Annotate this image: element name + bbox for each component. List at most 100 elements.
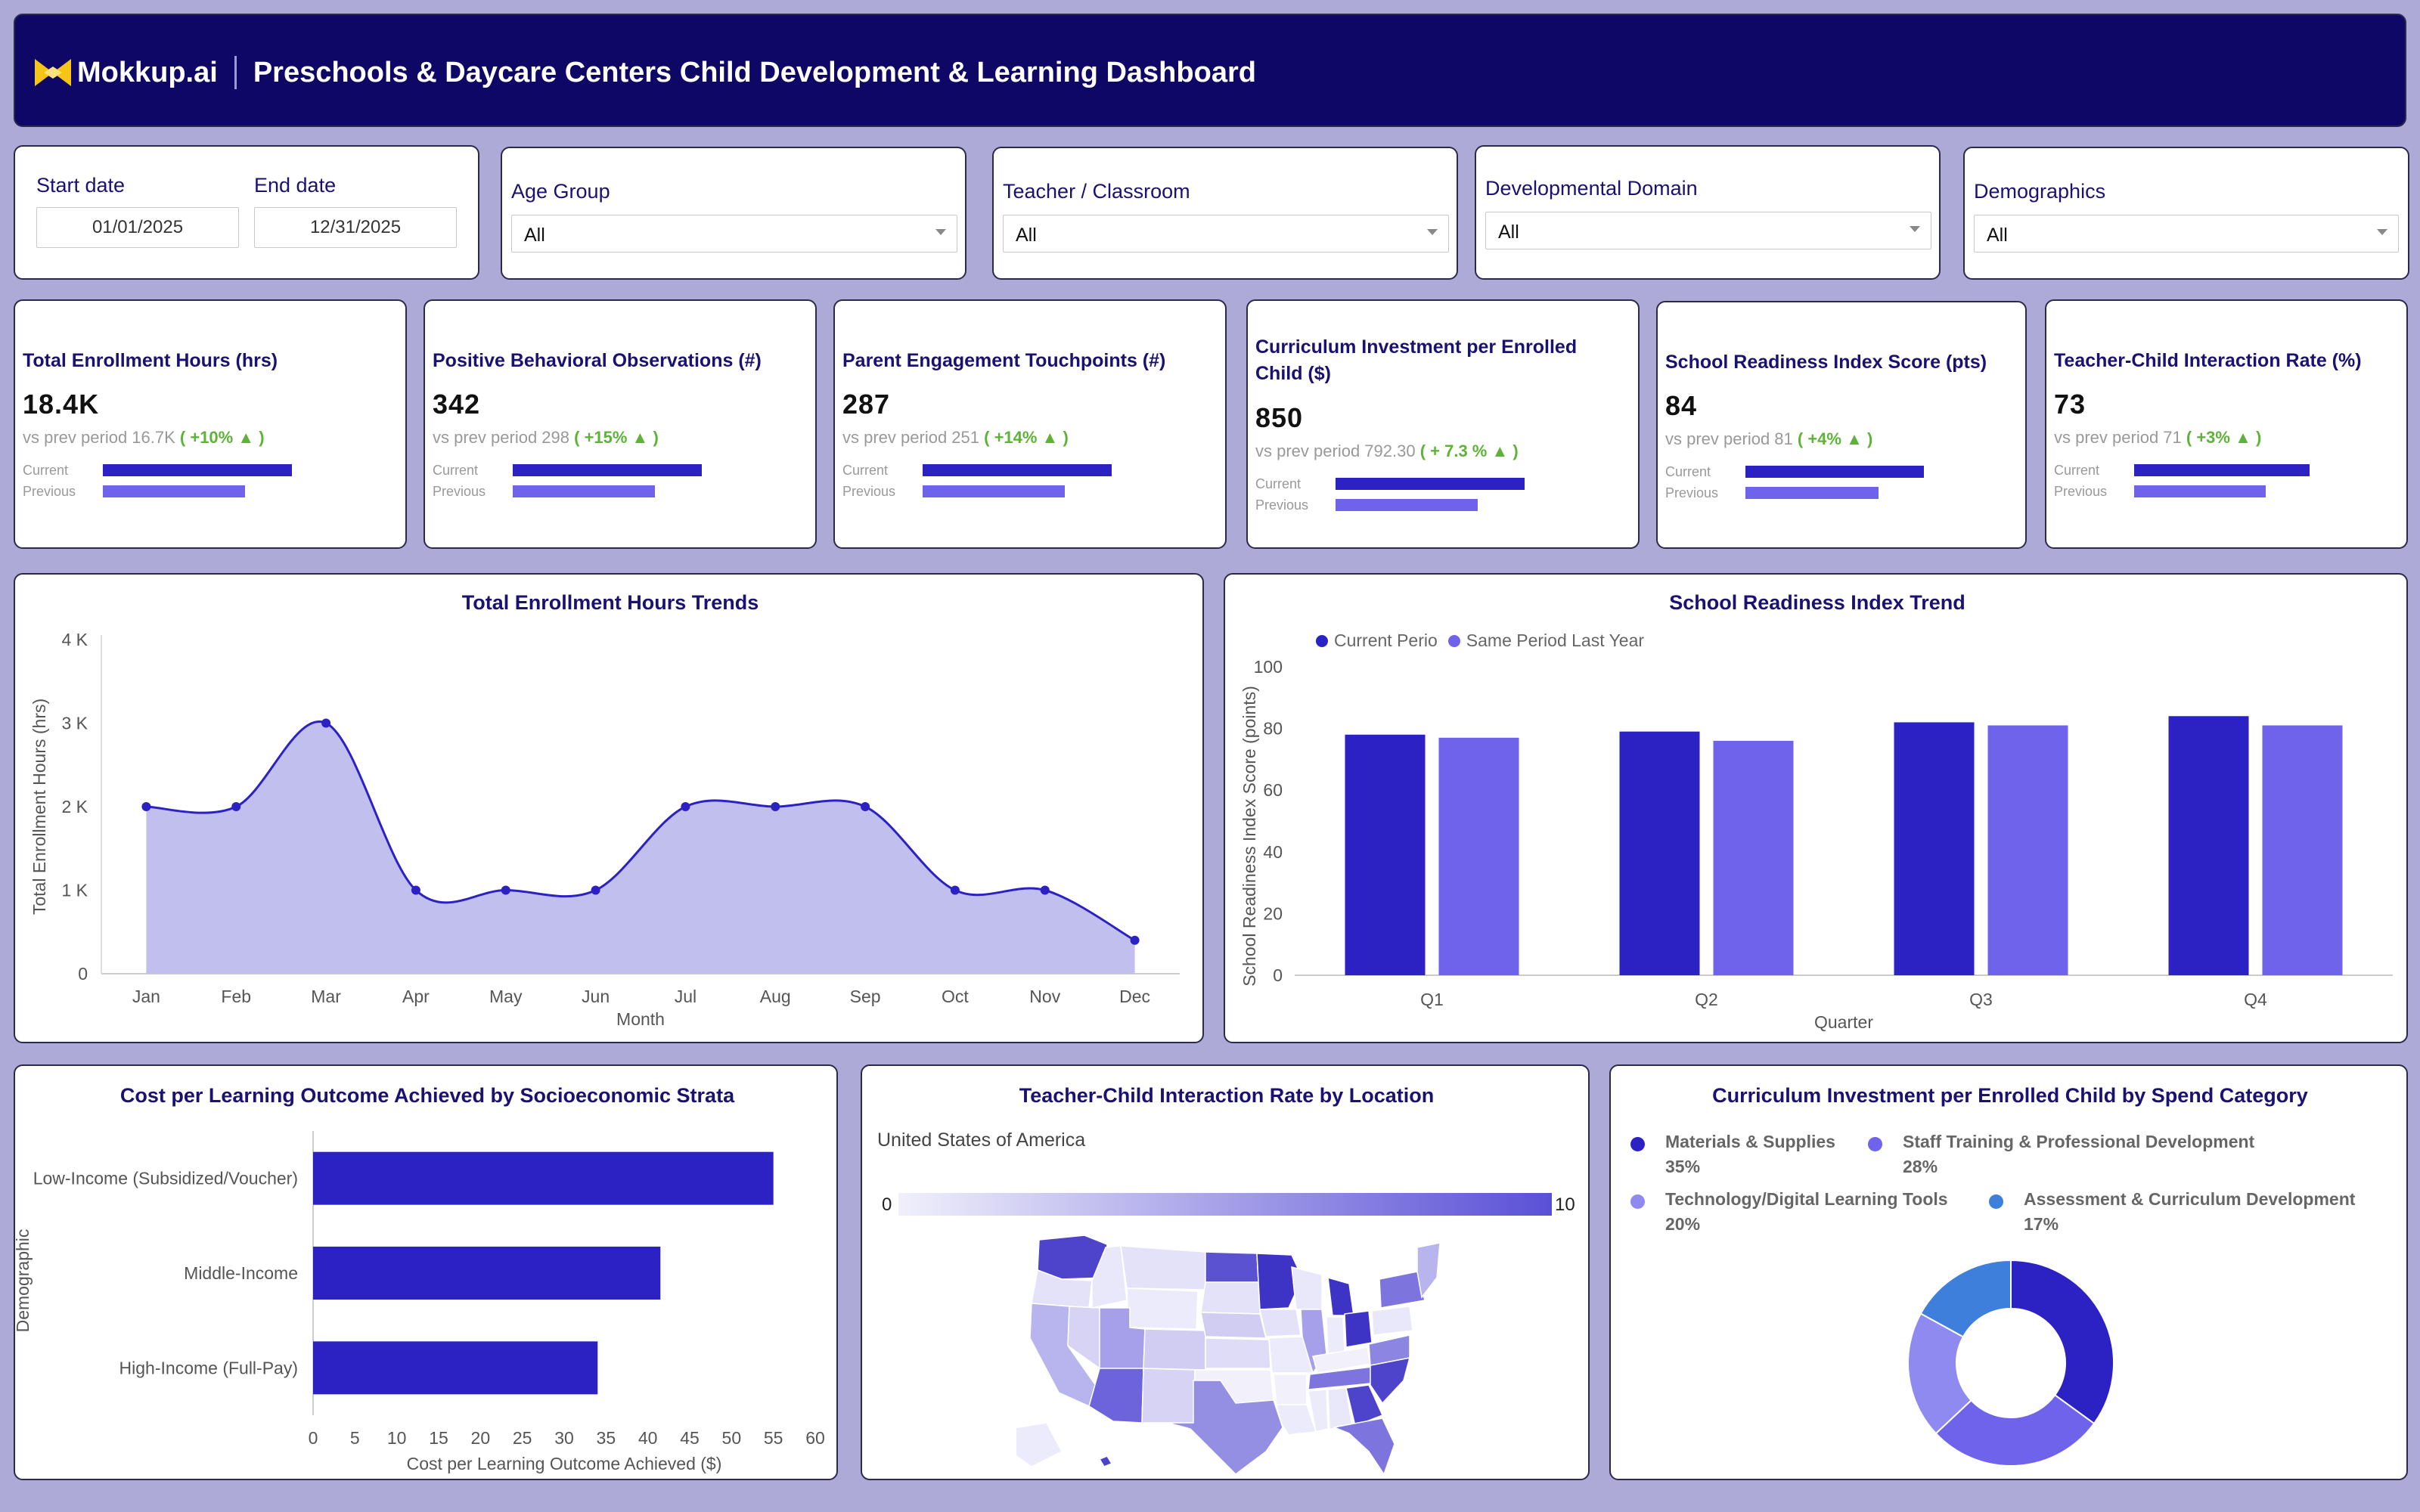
logo-text: Mokkup.ai	[77, 56, 218, 88]
header-divider	[234, 56, 237, 89]
kpi-card: School Readiness Index Score (pts) 84 vs…	[1656, 301, 2027, 549]
start-date-input[interactable]: 01/01/2025	[36, 207, 239, 248]
kpi-prev-text: vs prev period 71	[2054, 428, 2182, 447]
spend-donut-chart[interactable]	[1901, 1253, 2121, 1473]
y-tick-label: 3 K	[61, 714, 88, 733]
bar	[1619, 731, 1700, 975]
domain-select[interactable]: All	[1485, 212, 1931, 249]
demographics-select[interactable]: All	[1974, 215, 2399, 253]
demographics-value: All	[1987, 225, 2008, 246]
kpi-value: 73	[2054, 389, 2086, 420]
bar	[1345, 734, 1426, 975]
kpi-card: Parent Engagement Touchpoints (#) 287 vs…	[833, 299, 1227, 549]
kpi-change: ( +14% ▲ )	[984, 428, 1069, 447]
legend-value: 35%	[1665, 1157, 1701, 1176]
end-date-input[interactable]: 12/31/2025	[254, 207, 457, 248]
map-region-pennsylvania	[1371, 1306, 1413, 1336]
data-point	[771, 802, 780, 811]
x-tick-label: Aug	[760, 987, 791, 1006]
y-tick-label: Middle-Income	[184, 1263, 298, 1283]
chevron-down-icon	[935, 229, 946, 235]
kpi-value: 84	[1665, 390, 1698, 421]
legend-label: Materials & Supplies	[1665, 1132, 1835, 1151]
bar	[1987, 725, 2068, 975]
y-tick-label: 60	[1263, 780, 1283, 800]
legend-label: Assessment & Curriculum Development	[2024, 1189, 2356, 1209]
kpi-prev-text: vs prev period 792.30	[1255, 442, 1416, 460]
readiness-bar-chart[interactable]: 0 20 40 60 80 100 Q1 Q2 Q3 Q4 Quarter School Read…	[1225, 575, 2406, 1036]
cost-by-strata-card: Cost per Learning Outcome Achieved by So…	[14, 1064, 838, 1480]
kpi-change: ( +3% ▲ )	[2186, 428, 2262, 447]
y-tick-label: Low-Income (Subsidized/Voucher)	[33, 1169, 298, 1188]
kpi-current-bar	[2134, 464, 2310, 476]
legend-swatch-current	[1316, 634, 1328, 647]
kpi-card: Curriculum Investment per Enrolled Child…	[1246, 299, 1640, 549]
legend-item: Assessment & Curriculum Development 17%	[1989, 1187, 2356, 1237]
chevron-down-icon	[1427, 229, 1438, 235]
map-region-indiana	[1326, 1316, 1345, 1356]
legend-swatch-last-year	[1447, 634, 1460, 647]
teacher-select[interactable]: All	[1003, 215, 1449, 253]
kpi-title: Total Enrollment Hours (hrs)	[23, 350, 278, 371]
mokkup-logo-icon	[35, 59, 71, 86]
interaction-map-card: Teacher-Child Interaction Rate by Locati…	[861, 1064, 1590, 1480]
x-tick-label: 0	[309, 1428, 318, 1448]
kpi-current-bar	[103, 464, 292, 476]
legend-label-current: Current Perio	[1334, 631, 1438, 650]
logo[interactable]: Mokkup.ai Preschools & Daycare Centers C…	[35, 56, 1256, 89]
x-tick-label: 60	[805, 1428, 825, 1448]
legend-value: 28%	[1903, 1157, 1938, 1176]
color-scale-bar	[898, 1193, 1552, 1216]
scale-min-label: 0	[882, 1194, 892, 1215]
map-region-hawaii	[1098, 1455, 1113, 1467]
x-tick-label: 45	[680, 1428, 700, 1448]
age-group-select[interactable]: All	[511, 215, 957, 253]
map-region-texas	[1167, 1380, 1283, 1474]
kpi-comparison: vs prev period 792.30 ( + 7.3 % ▲ )	[1255, 442, 1519, 461]
y-axis-title: Demographic	[15, 1229, 33, 1333]
x-axis-title: Month	[616, 1009, 665, 1029]
enrollment-area-chart[interactable]: 0 1 K 2 K 3 K 4 K Jan Feb Mar Apr May Jun Jul Aug Sep…	[15, 575, 1202, 1036]
kpi-current-label: Current	[842, 463, 889, 478]
x-tick-label: Q4	[2244, 990, 2267, 1009]
age-group-value: All	[524, 225, 545, 246]
x-tick-label: Q3	[1969, 990, 1993, 1009]
cost-hbar-chart[interactable]: 0 5 10 15 20 25 30 35 40 45 50 55 60 Low-Income (Subs…	[15, 1066, 836, 1479]
kpi-card: Total Enrollment Hours (hrs) 18.4K vs pr…	[14, 299, 407, 549]
kpi-comparison: vs prev period 81 ( +4% ▲ )	[1665, 429, 1872, 449]
kpi-previous-label: Previous	[842, 484, 896, 499]
kpi-previous-bar	[1745, 487, 1879, 499]
bar	[2262, 725, 2343, 975]
kpi-previous-bar	[1336, 499, 1478, 511]
kpi-previous-label: Previous	[1255, 497, 1309, 513]
data-point	[321, 718, 331, 728]
data-point	[1130, 935, 1140, 945]
enrollment-trend-card: Total Enrollment Hours Trends 0 1 K 2 K 3 K…	[14, 573, 1204, 1043]
map-region-florida	[1332, 1418, 1395, 1474]
y-tick-label: 2 K	[61, 797, 88, 816]
kpi-current-bar	[923, 464, 1112, 476]
age-group-label: Age Group	[511, 180, 610, 203]
y-tick-label: 4 K	[61, 630, 88, 649]
map-region-virginia	[1368, 1334, 1410, 1366]
y-tick-label: 40	[1263, 842, 1283, 862]
end-date-label: End date	[254, 174, 337, 197]
kpi-change: ( +15% ▲ )	[574, 428, 659, 447]
x-tick-label: Q2	[1695, 990, 1718, 1009]
map-region-montana	[1120, 1245, 1206, 1290]
map-region-nebraska	[1200, 1312, 1267, 1339]
y-axis-title: School Readiness Index Score (points)	[1239, 686, 1259, 987]
x-tick-label: 30	[554, 1428, 574, 1448]
page-title: Preschools & Daycare Centers Child Devel…	[253, 56, 1256, 88]
x-tick-label: 25	[513, 1428, 532, 1448]
y-tick-label: 100	[1254, 657, 1283, 677]
teacher-label: Teacher / Classroom	[1003, 180, 1190, 203]
map-region-label: United States of America	[877, 1129, 1086, 1151]
kpi-previous-bar	[2134, 485, 2266, 497]
us-map[interactable]	[1016, 1225, 1440, 1474]
donut-slice	[1934, 1393, 2096, 1467]
map-region-new-mexico	[1141, 1368, 1196, 1424]
kpi-previous-label: Previous	[433, 484, 486, 499]
kpi-title: School Readiness Index Score (pts)	[1665, 352, 1987, 373]
donut-slice	[1919, 1259, 2012, 1338]
